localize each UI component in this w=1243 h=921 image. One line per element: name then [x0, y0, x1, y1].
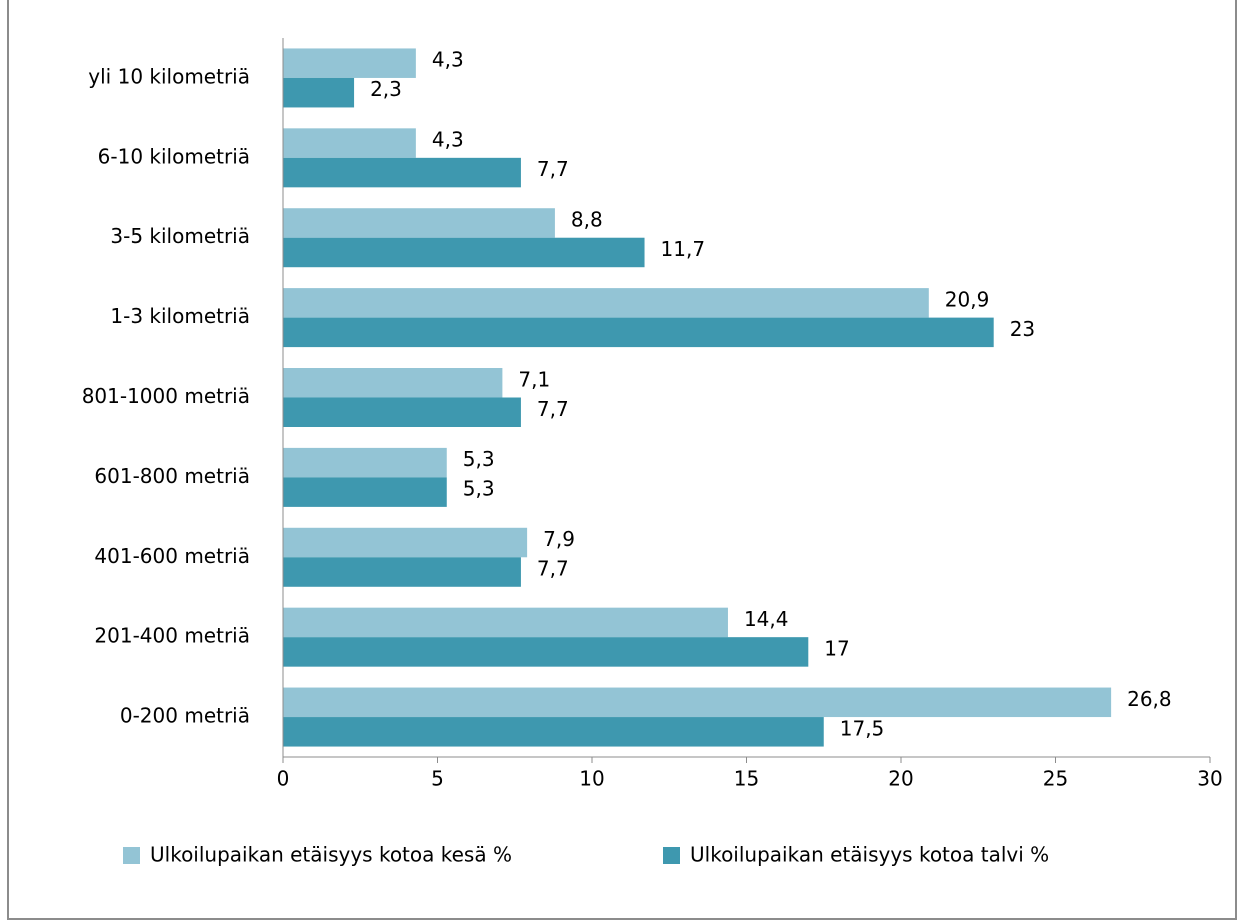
y-tick-label: 201-400 metriä: [94, 624, 250, 648]
bar: [283, 397, 521, 427]
bar: [283, 717, 824, 747]
bar: [283, 637, 809, 667]
chart-frame: [7, 0, 1237, 920]
y-tick-label: 6-10 kilometriä: [98, 144, 250, 168]
y-tick-label: 801-1000 metriä: [82, 384, 250, 408]
bar: [283, 77, 355, 108]
data-label: 23: [1010, 317, 1035, 341]
x-tick-label: 0: [277, 767, 290, 791]
y-tick-label: 3-5 kilometriä: [110, 224, 250, 248]
bar: [283, 208, 555, 238]
bar: [283, 128, 416, 158]
x-tick-label: 25: [1043, 767, 1068, 791]
data-label: 11,7: [661, 237, 706, 261]
data-label: 4,3: [432, 128, 464, 152]
data-label: 8,8: [571, 207, 603, 231]
data-label: 5,3: [463, 447, 495, 471]
legend-label: Ulkoilupaikan etäisyys kotoa kesä %: [150, 843, 512, 867]
bar: [283, 607, 728, 638]
y-tick-label: yli 10 kilometriä: [88, 64, 250, 88]
y-tick-label: 0-200 metriä: [120, 704, 250, 728]
data-label: 17,5: [840, 716, 885, 740]
data-label: 7,7: [537, 397, 569, 421]
data-label: 2,3: [370, 77, 402, 101]
y-tick-label: 1-3 kilometriä: [110, 304, 250, 328]
data-label: 14,4: [744, 607, 789, 631]
bar: [283, 157, 521, 188]
data-label: 7,7: [537, 557, 569, 581]
data-label: 7,7: [537, 157, 569, 181]
bar: [283, 48, 416, 78]
x-tick-label: 20: [888, 767, 913, 791]
bar: [283, 557, 521, 587]
bar: [283, 477, 447, 507]
x-tick-label: 15: [734, 767, 759, 791]
bar: [283, 447, 447, 478]
x-tick-label: 30: [1197, 767, 1222, 791]
legend-swatch: [663, 847, 680, 864]
bar: [283, 368, 503, 398]
data-label: 5,3: [463, 477, 495, 501]
legend-swatch: [123, 847, 140, 864]
bar: [283, 687, 1112, 718]
y-tick-label: 601-800 metriä: [94, 464, 250, 488]
x-tick-label: 10: [579, 767, 604, 791]
data-label: 26,8: [1127, 687, 1172, 711]
y-tick-label: 401-600 metriä: [94, 544, 250, 568]
data-label: 7,9: [543, 527, 575, 551]
bar: [283, 317, 994, 348]
legend-label: Ulkoilupaikan etäisyys kotoa talvi %: [690, 843, 1049, 867]
bar: [283, 288, 929, 318]
bar: [283, 237, 645, 268]
x-tick-label: 5: [431, 767, 444, 791]
data-label: 7,1: [518, 367, 550, 391]
data-label: 4,3: [432, 48, 464, 72]
bar: [283, 527, 528, 558]
data-label: 17: [824, 636, 849, 660]
data-label: 20,9: [945, 287, 990, 311]
